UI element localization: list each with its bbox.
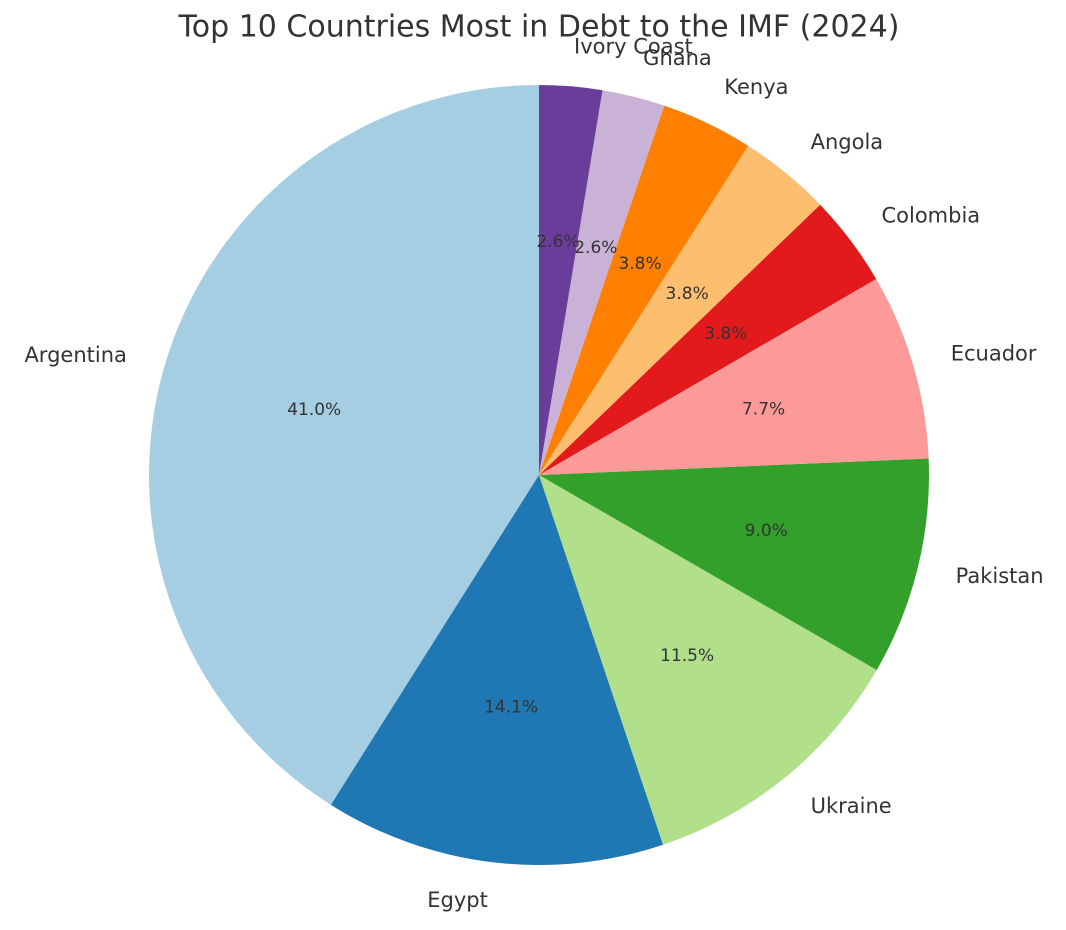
- pie-slice: [539, 278, 929, 475]
- value-label: 3.8%: [666, 284, 709, 304]
- slice-label: Ivory Coast: [574, 34, 693, 58]
- pie-slice: [539, 475, 877, 845]
- slice-label: Egypt: [427, 888, 488, 912]
- value-label: 2.6%: [537, 232, 580, 252]
- pie-slice: [539, 105, 749, 476]
- pie-slice: [330, 475, 664, 865]
- value-label: 7.7%: [742, 399, 785, 419]
- pie-slice: [539, 458, 929, 670]
- chart-title: Top 10 Countries Most in Debt to the IMF…: [178, 10, 900, 45]
- value-label: 2.6%: [574, 238, 617, 258]
- value-label: 11.5%: [660, 646, 714, 666]
- pie-slice: [539, 204, 877, 475]
- slice-label: Ukraine: [811, 794, 892, 818]
- pie-slice: [539, 90, 665, 476]
- slice-label: Pakistan: [956, 564, 1044, 588]
- value-label: 3.8%: [704, 324, 747, 344]
- slice-label: Angola: [811, 130, 884, 154]
- value-label: 9.0%: [745, 521, 788, 541]
- pie-slice: [539, 145, 821, 475]
- slice-label: Kenya: [724, 75, 788, 99]
- value-label: 3.8%: [618, 254, 661, 274]
- value-label: 41.0%: [287, 400, 341, 420]
- value-label: 14.1%: [484, 697, 538, 717]
- slice-label: Ghana: [643, 46, 712, 70]
- slice-label: Argentina: [24, 343, 126, 367]
- slice-label: Colombia: [881, 204, 980, 228]
- pie-slice: [539, 85, 603, 475]
- slice-label: Ecuador: [951, 342, 1037, 366]
- pie-slice: [148, 85, 539, 805]
